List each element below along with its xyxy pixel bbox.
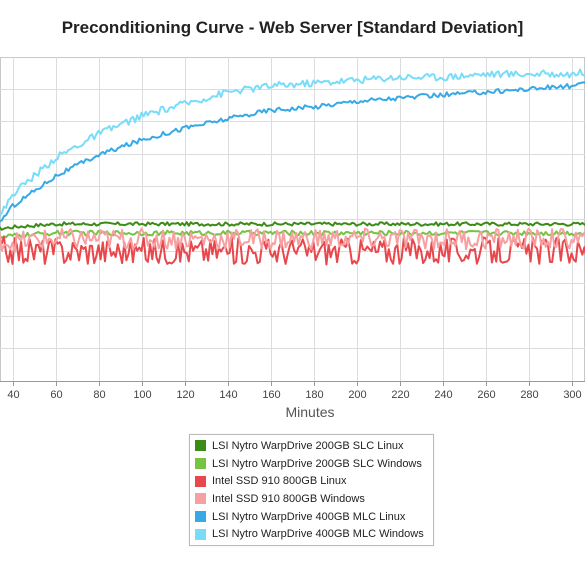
x-axis-title: Minutes	[285, 404, 335, 420]
legend-swatch	[195, 493, 206, 505]
legend: LSI Nytro WarpDrive 200GB SLC Linux LSI …	[189, 434, 434, 547]
legend-swatch	[195, 440, 206, 452]
x-tick-label: 240	[434, 389, 452, 401]
chart-title: Preconditioning Curve - Web Server [Stan…	[61, 18, 524, 37]
legend-item[interactable]: Intel SSD 910 800GB Linux	[190, 472, 433, 490]
legend-label: LSI Nytro WarpDrive 400GB MLC Linux	[212, 510, 406, 523]
x-tick-label: 60	[50, 389, 62, 401]
x-tick-label: 140	[219, 389, 237, 401]
legend-label: LSI Nytro WarpDrive 200GB SLC Windows	[212, 457, 422, 470]
x-tick-label: 220	[391, 389, 409, 401]
legend-item[interactable]: LSI Nytro WarpDrive 200GB SLC Linux	[190, 437, 433, 455]
series-line	[0, 221, 585, 231]
x-axis: 40 60 80 100 120 140 160 180 200 220 240 260 280 300	[0, 381, 585, 401]
legend-item[interactable]: LSI Nytro WarpDrive 400GB MLC Linux	[190, 508, 433, 526]
x-tick-label: 260	[477, 389, 495, 401]
x-tick-label: 160	[262, 389, 280, 401]
series-line	[0, 229, 585, 239]
legend-label: Intel SSD 910 800GB Linux	[212, 475, 347, 488]
legend-swatch	[195, 458, 206, 470]
x-tick-label: 180	[305, 389, 323, 401]
legend-swatch	[195, 511, 206, 523]
x-tick-label: 300	[563, 389, 581, 401]
legend-label: LSI Nytro WarpDrive 200GB SLC Linux	[212, 439, 404, 452]
legend-item[interactable]: Intel SSD 910 800GB Windows	[190, 490, 433, 508]
series-line	[0, 227, 585, 254]
legend-swatch	[195, 528, 206, 540]
legend-label: LSI Nytro WarpDrive 400GB MLC Windows	[212, 528, 424, 541]
legend-item[interactable]: LSI Nytro WarpDrive 200GB SLC Windows	[190, 455, 433, 473]
legend-item[interactable]: LSI Nytro WarpDrive 400GB MLC Windows	[190, 525, 433, 543]
x-tick-label: 120	[176, 389, 194, 401]
x-tick-label: 200	[348, 389, 366, 401]
x-tick-label: 280	[520, 389, 538, 401]
series-line	[0, 81, 585, 223]
series-line	[0, 235, 585, 266]
x-tick-label: 100	[133, 389, 151, 401]
series-lines	[0, 68, 585, 266]
legend-label: Intel SSD 910 800GB Windows	[212, 492, 365, 505]
x-tick-label: 40	[7, 389, 19, 401]
grid	[0, 57, 585, 382]
x-tick-label: 80	[93, 389, 105, 401]
series-line	[0, 68, 585, 219]
legend-swatch	[195, 475, 206, 487]
